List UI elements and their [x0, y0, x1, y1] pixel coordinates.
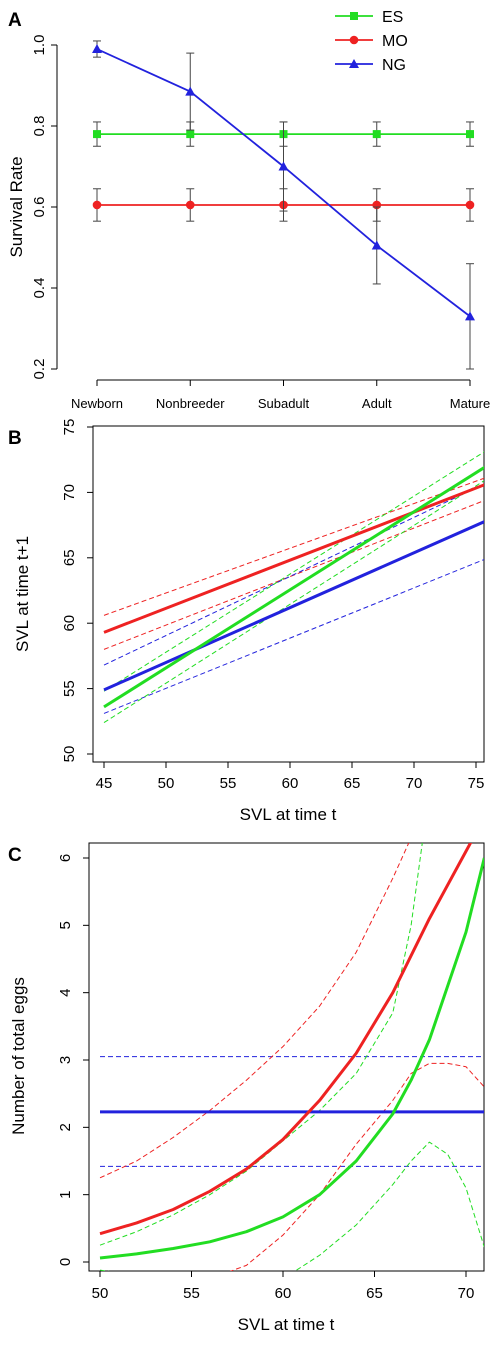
y-tick-label-b: 60	[61, 615, 78, 632]
y-tick-label-c: 0	[57, 1258, 74, 1266]
ci-upper-NG	[103, 483, 484, 666]
x-tick-label-c: 70	[458, 1285, 475, 1302]
series-line-MO	[103, 483, 484, 634]
x-tick-label-c: 60	[275, 1285, 292, 1302]
x-tick-label-a: Subadult	[258, 396, 310, 411]
y-tick-label-b: 65	[61, 549, 78, 566]
y-axis-label-c: Number of total eggs	[9, 977, 28, 1135]
ci-upper-ES	[103, 451, 484, 692]
point-MO	[92, 200, 102, 210]
point-NG	[92, 44, 102, 54]
series-line-MO	[99, 843, 473, 1236]
x-tick-label-a: Nonbreeder	[156, 396, 225, 411]
point-NG	[185, 86, 196, 96]
legend-label-NG: NG	[382, 57, 406, 74]
legend-marker-MO	[349, 35, 359, 45]
legend-marker-NG	[349, 59, 359, 68]
y-axis-label-b: SVL at time t+1	[13, 536, 32, 652]
y-tick-label-a: 0.2	[31, 359, 48, 380]
x-tick-label-b: 55	[220, 775, 237, 792]
point-NG	[278, 161, 289, 171]
legend-a: ES MO NG	[335, 9, 408, 74]
point-ES	[186, 130, 195, 139]
y-tick-label-c: 4	[57, 988, 74, 996]
panel-b: B 50 55 60 65 70 75 45 50 55 60 65 70 75 SVL at time t…	[8, 419, 485, 824]
point-NG	[371, 240, 382, 250]
y-tick-label-c: 6	[57, 854, 74, 862]
x-tick-label-a: Mature	[450, 396, 490, 411]
x-tick-label-a: Adult	[362, 396, 392, 411]
plot-area-b	[103, 451, 484, 724]
plot-area-c	[99, 843, 484, 1271]
legend-marker-ES	[350, 12, 358, 20]
plot-box-b	[92, 425, 485, 763]
ci-upper-MO	[99, 843, 410, 1179]
y-tick-label-b: 50	[61, 746, 78, 763]
ci-lower-MO	[229, 1062, 484, 1271]
panel-letter-c: C	[8, 845, 22, 866]
ci-lower-NG	[103, 559, 484, 714]
point-MO	[185, 200, 195, 210]
y-tick-label-a: 1.0	[31, 35, 48, 56]
ci-lower-ES	[103, 480, 484, 724]
ci-upper-MO	[103, 477, 484, 616]
point-NG	[465, 311, 475, 321]
panel-letter-a: A	[8, 10, 22, 31]
y-tick-label-b: 55	[61, 680, 78, 697]
x-tick-label-b: 70	[406, 775, 423, 792]
panel-c: C 0 1 2 3 4 5 6 50 55 60 65 70 SVL at time t Number of…	[8, 842, 485, 1334]
x-tick-label-b: 60	[282, 775, 299, 792]
plot-area-a	[92, 40, 475, 370]
series-line-ES	[103, 465, 484, 709]
x-axis-label-c: SVL at time t	[238, 1315, 335, 1334]
y-tick-label-b: 70	[61, 484, 78, 501]
y-axis-label-a: Survival Rate	[7, 156, 26, 257]
panel-letter-b: B	[8, 428, 22, 449]
x-tick-label-b: 45	[96, 775, 113, 792]
series-line-ES	[99, 857, 484, 1260]
point-ES	[372, 130, 381, 139]
x-tick-label-c: 50	[92, 1285, 109, 1302]
x-axis-label-b: SVL at time t	[240, 805, 337, 824]
y-tick-label-c: 2	[57, 1123, 74, 1131]
point-ES	[466, 130, 474, 139]
x-tick-label-b: 75	[468, 775, 485, 792]
legend-label-MO: MO	[382, 33, 408, 50]
x-tick-label-b: 65	[344, 775, 361, 792]
x-tick-label-a: Newborn	[71, 396, 123, 411]
x-tick-label-c: 55	[183, 1285, 200, 1302]
y-tick-label-a: 0.4	[31, 278, 48, 299]
y-tick-label-c: 5	[57, 921, 74, 929]
point-MO	[465, 200, 475, 210]
point-ES	[93, 130, 101, 139]
legend-label-ES: ES	[382, 9, 403, 26]
series-line-NG	[103, 520, 484, 692]
x-tick-label-c: 65	[366, 1285, 383, 1302]
x-tick-label-b: 50	[158, 775, 175, 792]
y-tick-label-c: 1	[57, 1190, 74, 1198]
panel-a: A 0.2 0.4 0.6 0.8 1.0 Survival Rate Newborn Nonb…	[7, 9, 490, 411]
y-tick-label-b: 75	[61, 419, 78, 436]
y-tick-label-a: 0.6	[31, 197, 48, 218]
y-tick-label-a: 0.8	[31, 116, 48, 137]
y-tick-label-c: 3	[57, 1056, 74, 1064]
ci-lower-ES	[99, 1141, 484, 1271]
ci-lower-MO	[103, 500, 484, 650]
ci-upper-ES	[99, 843, 423, 1246]
